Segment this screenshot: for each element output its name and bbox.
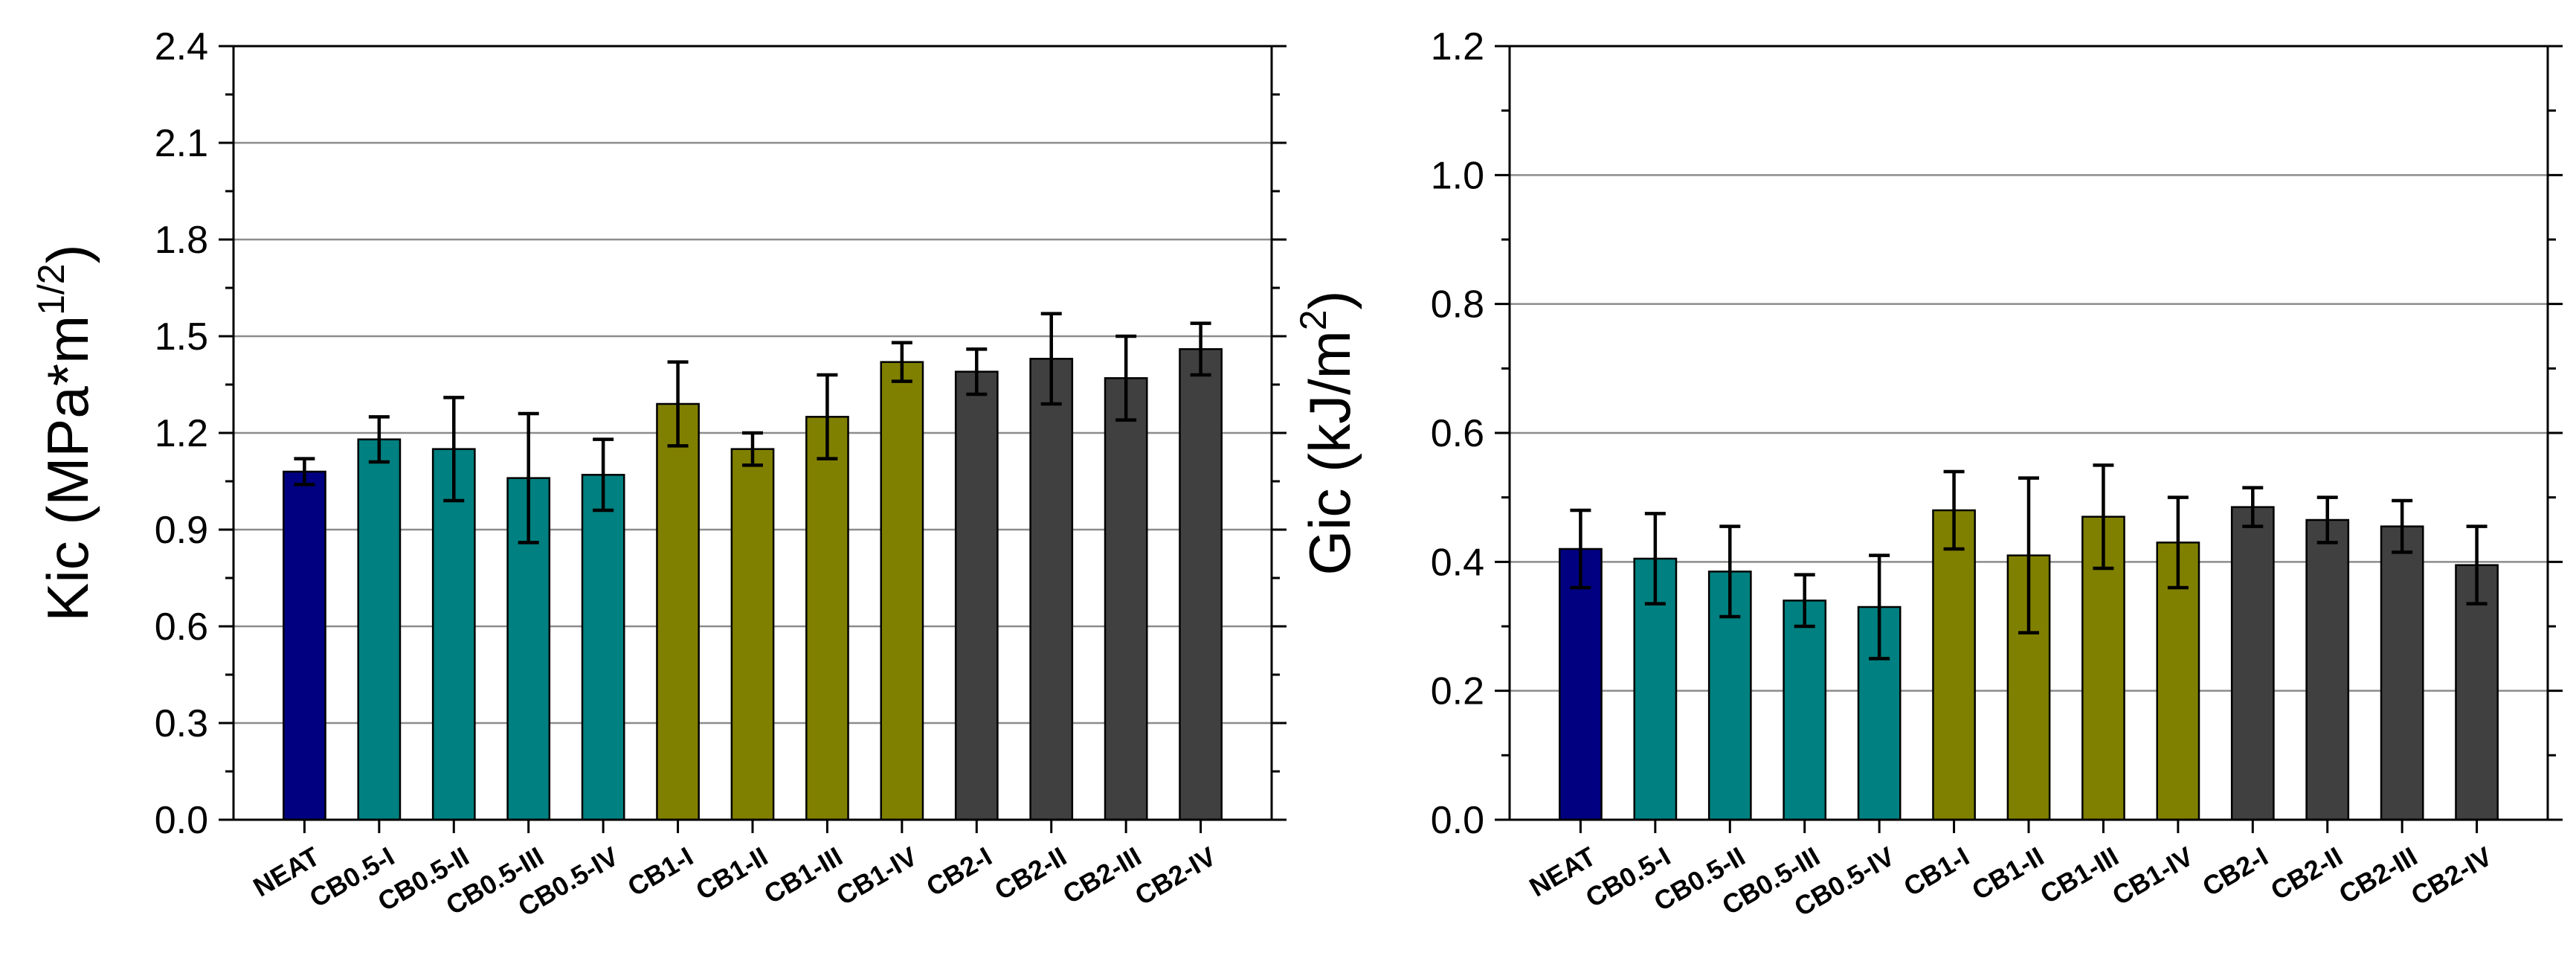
y-axis-title-superscript: 1/2 (30, 263, 72, 315)
bar (1179, 348, 1223, 821)
y-tick-label: 0.8 (1431, 283, 1484, 327)
y-tick-label: 1.2 (1431, 25, 1484, 68)
y-tick-label: 1.5 (155, 315, 208, 359)
y-axis-title: Gic (kJ/m2) (1292, 290, 1362, 575)
bar (656, 402, 700, 821)
category-label: CB2-III (2334, 841, 2422, 910)
category-label: CB1-II (691, 841, 773, 906)
y-tick-label: 1.8 (155, 219, 208, 262)
category-label: CB1-III (759, 841, 847, 910)
y-tick-label: 0.2 (1431, 670, 1484, 713)
bar (581, 474, 625, 821)
y-tick-label: 0.4 (1431, 541, 1484, 584)
y-tick-label: 0.0 (1431, 799, 1484, 842)
category-label: CB2-I (2197, 841, 2273, 902)
y-tick-label: 1.2 (155, 412, 208, 455)
category-label: CB1-IV (2107, 841, 2198, 911)
y-tick-label: 0.6 (1431, 412, 1484, 455)
y-tick-label: 1.0 (1431, 154, 1484, 197)
category-label: CB2-I (921, 841, 997, 902)
bar (2455, 564, 2499, 821)
kic-chart: 0.00.30.60.91.21.51.82.12.4NEATCB0.5-ICB… (30, 25, 1287, 922)
category-label: CB2-III (1057, 841, 1146, 910)
bar (1104, 377, 1148, 821)
y-axis-title: Kic (MPa*m1/2) (30, 244, 100, 621)
gic-chart: 0.00.20.40.60.81.01.2NEATCB0.5-ICB0.5-II… (1292, 25, 2563, 922)
bar (431, 448, 476, 821)
y-tick-label: 0.9 (155, 509, 208, 552)
category-label: CB1-III (2035, 841, 2123, 910)
category-label: CB2-II (989, 841, 1072, 906)
y-axis-title-tail: ) (35, 244, 100, 263)
bar (2380, 525, 2424, 821)
bar (357, 438, 402, 821)
bar (880, 361, 924, 821)
bar (283, 470, 326, 821)
category-label: CB2-IV (1130, 841, 1221, 911)
y-axis-title-base: Gic (kJ/m (1297, 330, 1362, 575)
y-tick-label: 2.4 (155, 25, 208, 68)
y-axis-title-base: Kic (MPa*m (35, 315, 100, 622)
y-axis-title-superscript: 2 (1292, 309, 1334, 330)
bar (1559, 547, 1603, 821)
y-axis-title-tail: ) (1297, 290, 1362, 309)
category-label: CB1-IV (831, 841, 922, 911)
bar (954, 370, 999, 821)
y-tick-label: 0.0 (155, 799, 208, 842)
category-label: CB1-I (1899, 841, 1974, 902)
bar (2230, 506, 2275, 821)
category-label: CB2-IV (2406, 841, 2497, 911)
y-tick-label: 0.3 (155, 702, 208, 745)
bar (805, 416, 849, 821)
bar (730, 448, 775, 821)
bar (1029, 358, 1074, 821)
bar (1932, 509, 1976, 821)
bar (2305, 518, 2350, 821)
y-tick-label: 2.1 (155, 122, 208, 165)
category-label: CB1-I (622, 841, 698, 902)
category-label: CB2-II (2265, 841, 2348, 906)
category-label: CB1-II (1967, 841, 2049, 906)
bar (1783, 600, 1827, 821)
y-tick-label: 0.6 (155, 606, 208, 649)
